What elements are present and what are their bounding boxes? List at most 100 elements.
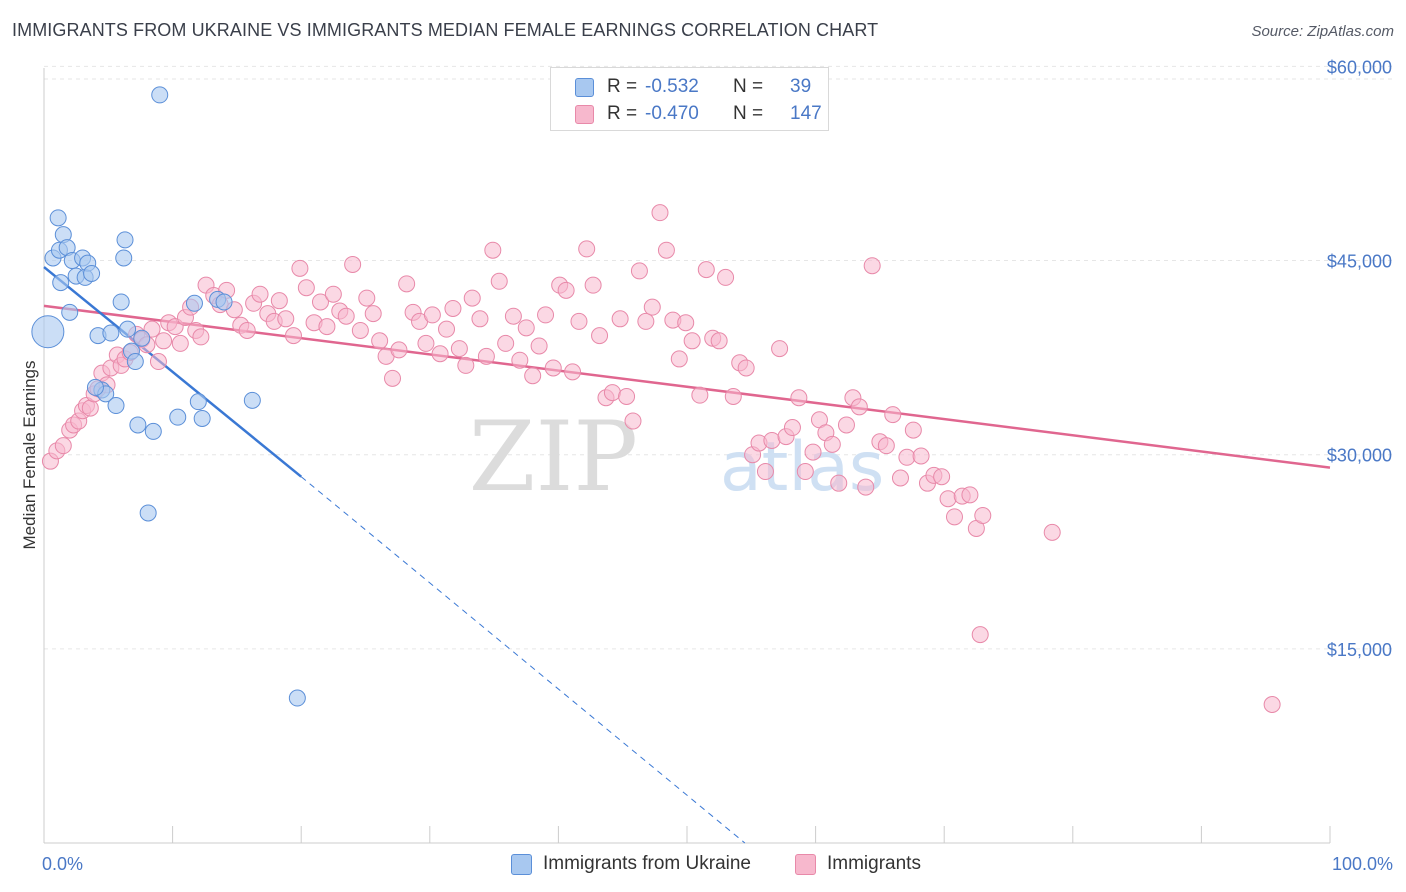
immigrants-point bbox=[877, 437, 895, 455]
immigrants-point bbox=[603, 384, 621, 402]
trendlines bbox=[43, 266, 1331, 844]
immigrants-point bbox=[54, 437, 72, 455]
immigrants-point bbox=[863, 257, 881, 275]
immigrants-point bbox=[904, 421, 922, 439]
immigrants-point bbox=[504, 307, 522, 325]
immigrants-point bbox=[670, 350, 688, 368]
immigrants-point bbox=[570, 312, 588, 330]
ukraine-point bbox=[86, 378, 104, 396]
ukraine-point bbox=[144, 422, 162, 440]
legend-r-label: R = bbox=[607, 103, 638, 124]
immigrants-point bbox=[457, 356, 475, 374]
immigrants-point bbox=[1043, 523, 1061, 541]
immigrants-point bbox=[81, 399, 99, 417]
immigrants-point bbox=[471, 310, 489, 328]
immigrants-point bbox=[1263, 696, 1281, 714]
immigrants-point bbox=[783, 419, 801, 437]
immigrants-point bbox=[974, 507, 992, 525]
immigrants-point bbox=[311, 293, 329, 311]
immigrants-point bbox=[771, 340, 789, 358]
ukraine-point bbox=[151, 86, 169, 104]
immigrants-point bbox=[557, 281, 575, 299]
ukraine-point bbox=[193, 409, 211, 427]
y-tick-label: $30,000 bbox=[1327, 446, 1392, 466]
immigrants-point bbox=[898, 448, 916, 466]
immigrants-point bbox=[697, 261, 715, 279]
immigrants-point bbox=[390, 341, 408, 359]
immigrants-point bbox=[149, 353, 167, 371]
immigrants-point bbox=[691, 386, 709, 404]
immigrants-point bbox=[912, 447, 930, 465]
ukraine-trendline bbox=[43, 266, 302, 478]
immigrants-point bbox=[945, 508, 963, 526]
immigrants-point bbox=[657, 241, 675, 259]
ukraine-point bbox=[288, 689, 306, 707]
immigrants-point bbox=[524, 367, 542, 385]
bottom-legend-swatch-immigrants bbox=[795, 854, 816, 875]
legend-r-value: -0.532 bbox=[645, 76, 699, 97]
legend-n-value: 39 bbox=[790, 76, 812, 97]
immigrants-point bbox=[790, 389, 808, 407]
immigrants-point bbox=[683, 332, 701, 350]
immigrants-point bbox=[444, 299, 462, 317]
immigrants-point bbox=[651, 204, 669, 222]
immigrants-point bbox=[643, 298, 661, 316]
ukraine-point bbox=[115, 249, 133, 267]
immigrants-point bbox=[364, 305, 382, 323]
ukraine-point bbox=[61, 303, 79, 321]
legend-swatch-ukraine bbox=[575, 78, 594, 97]
immigrants-point bbox=[591, 327, 609, 345]
immigrants-point bbox=[830, 474, 848, 492]
ukraine-point bbox=[116, 231, 134, 249]
immigrants-point bbox=[238, 321, 256, 339]
legend-r-value: -0.470 bbox=[645, 103, 699, 124]
immigrants-point bbox=[398, 275, 416, 293]
immigrants-point bbox=[630, 262, 648, 280]
immigrants-point bbox=[497, 334, 515, 352]
immigrants-point bbox=[763, 431, 781, 449]
ukraine-point bbox=[169, 408, 187, 426]
immigrants-point bbox=[677, 314, 695, 332]
y-tick-label: $60,000 bbox=[1327, 57, 1392, 77]
immigrants-point bbox=[578, 240, 596, 258]
immigrants-trendline bbox=[43, 304, 1331, 469]
ukraine-point bbox=[119, 320, 137, 338]
legend-r-label: R = bbox=[607, 76, 638, 97]
y-tick-label: $15,000 bbox=[1327, 640, 1392, 660]
immigrants-point bbox=[417, 334, 435, 352]
immigrants-point bbox=[297, 279, 315, 297]
tick-labels: $15,000 $30,000 $45,000 $60,000 0.0% 100.0% bbox=[42, 57, 1393, 874]
immigrants-point bbox=[318, 318, 336, 336]
immigrants-point bbox=[611, 310, 629, 328]
immigrants-point bbox=[804, 443, 822, 461]
immigrants-point bbox=[724, 387, 742, 405]
immigrants-point bbox=[637, 312, 655, 330]
immigrants-point bbox=[823, 435, 841, 453]
gridlines bbox=[44, 65, 1394, 650]
immigrants-point bbox=[584, 276, 602, 294]
immigrants-point bbox=[564, 363, 582, 381]
immigrants-point bbox=[270, 292, 288, 310]
bottom-legend-swatch-ukraine bbox=[511, 854, 532, 875]
immigrants-point bbox=[344, 255, 362, 273]
y-tick-label: $45,000 bbox=[1327, 252, 1392, 272]
watermark-zip: ZIP bbox=[469, 401, 638, 513]
immigrants-point bbox=[624, 412, 642, 430]
ukraine-point bbox=[112, 293, 130, 311]
ukraine-point bbox=[185, 294, 203, 312]
immigrants-point bbox=[463, 289, 481, 307]
immigrants-point bbox=[537, 306, 555, 324]
immigrants-point bbox=[837, 416, 855, 434]
axes bbox=[43, 68, 1331, 844]
immigrants-point bbox=[431, 345, 449, 363]
immigrants-point bbox=[517, 319, 535, 337]
immigrants-point bbox=[155, 332, 173, 350]
immigrants-point bbox=[192, 328, 210, 346]
legend: R = -0.532 N = 39 R = -0.470 N = 147 bbox=[550, 67, 829, 131]
immigrants-point bbox=[737, 359, 755, 377]
ukraine-point bbox=[215, 293, 233, 311]
immigrants-point bbox=[351, 321, 369, 339]
immigrants-point bbox=[477, 347, 495, 365]
immigrants-point bbox=[251, 285, 269, 303]
